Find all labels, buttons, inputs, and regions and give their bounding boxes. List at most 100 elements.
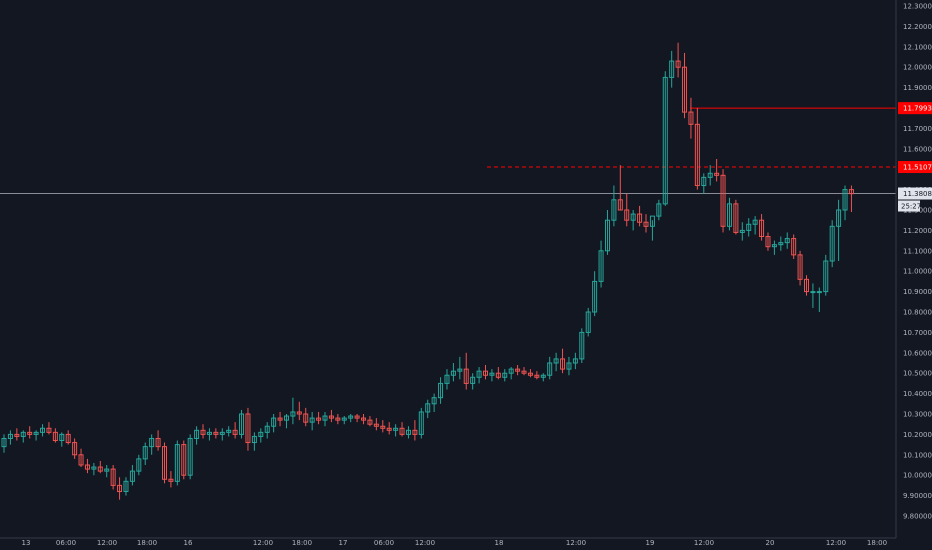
candle — [598, 240, 604, 288]
candle — [765, 232, 771, 251]
candle — [675, 42, 681, 78]
candle — [810, 283, 816, 308]
candle — [72, 438, 78, 459]
candle-body — [84, 464, 90, 470]
candle-body — [290, 411, 296, 417]
candle-body — [489, 372, 495, 376]
candle — [40, 424, 46, 437]
candle — [707, 165, 713, 186]
candle — [450, 363, 456, 382]
candle-body — [585, 311, 591, 333]
time-scale[interactable]: 13 06:00 12:00 18:00 16 12:00 18:00 17 06:00 12:0… — [22, 539, 888, 547]
y-tick-label: 11.70000 — [903, 125, 932, 133]
candle-body — [611, 199, 617, 221]
candle-body — [72, 442, 78, 456]
countdown-tag — [898, 200, 920, 212]
candles — [1, 42, 854, 500]
candle-body — [739, 229, 745, 233]
candle-body — [335, 417, 341, 421]
candle — [7, 430, 13, 445]
candle-body — [322, 415, 328, 421]
y-tick-label: 10.40000 — [903, 390, 932, 398]
candle — [59, 432, 65, 447]
candle — [27, 426, 33, 439]
candle-body — [219, 431, 225, 435]
candle — [104, 465, 110, 478]
candle — [110, 465, 116, 490]
candle — [354, 414, 360, 423]
candle-body — [624, 209, 630, 221]
candle-body — [129, 470, 135, 482]
candle — [386, 422, 392, 435]
y-tick-label: 10.00000 — [903, 472, 932, 480]
candle-body — [213, 431, 219, 435]
y-tick-label: 11.90000 — [903, 84, 932, 92]
candle — [784, 232, 790, 249]
candle — [553, 352, 559, 372]
candle — [720, 169, 726, 233]
candle — [804, 275, 809, 296]
candle-body — [52, 431, 58, 442]
candle-body — [258, 431, 264, 437]
candle-body — [194, 429, 200, 439]
y-tick-label: 11.10000 — [903, 247, 932, 255]
candle-body — [604, 219, 610, 252]
candle-body — [675, 60, 681, 68]
candle — [258, 428, 264, 443]
candle — [527, 369, 533, 378]
x-tick-label: 12:00 — [97, 539, 117, 547]
x-tick-label: 19 — [646, 539, 655, 547]
candle — [136, 454, 142, 476]
candle-body — [450, 370, 456, 376]
candle-body — [515, 368, 521, 372]
candle — [797, 250, 803, 286]
candle — [232, 422, 238, 439]
candle-body — [534, 374, 540, 378]
candle — [694, 108, 700, 190]
x-tick-label: 18:00 — [137, 539, 157, 547]
candle — [65, 430, 71, 445]
candle — [714, 159, 720, 182]
y-tick-label: 10.10000 — [903, 451, 932, 459]
y-tick-label: 10.80000 — [903, 309, 932, 317]
y-tick-label: 11.20000 — [903, 227, 932, 235]
candle-body — [425, 403, 431, 413]
candle — [637, 205, 643, 227]
candle-body — [508, 368, 514, 374]
y-tick-label: 10.60000 — [903, 349, 932, 357]
candle-body — [463, 368, 469, 384]
candle — [341, 416, 347, 425]
candle-body — [476, 370, 482, 378]
candle-body — [637, 213, 643, 223]
candle — [444, 369, 450, 390]
candle-body — [65, 433, 71, 444]
candle-body — [521, 370, 527, 374]
candle — [239, 409, 245, 439]
candle-body — [656, 203, 662, 217]
candle — [84, 458, 90, 474]
candle — [771, 240, 777, 255]
candle-body — [104, 468, 110, 472]
candle — [604, 210, 610, 255]
candle — [572, 352, 578, 370]
candle — [823, 254, 829, 296]
candle — [14, 428, 20, 441]
candle-body — [714, 172, 720, 176]
y-tick-label: 10.70000 — [903, 329, 932, 337]
x-tick-label: 12:00 — [566, 539, 586, 547]
candle — [842, 185, 848, 221]
price-level-label: 11.51070 — [903, 164, 932, 172]
candle — [816, 287, 822, 312]
candle — [701, 173, 707, 194]
candle — [1, 434, 7, 453]
candle — [746, 218, 752, 237]
y-tick-label: 10.20000 — [903, 431, 932, 439]
candle-body — [187, 437, 193, 476]
candle — [476, 367, 482, 384]
candle-body — [46, 427, 52, 433]
candle — [91, 462, 97, 476]
candle — [174, 440, 180, 486]
candle-body — [174, 444, 180, 482]
candle-body — [328, 415, 334, 419]
